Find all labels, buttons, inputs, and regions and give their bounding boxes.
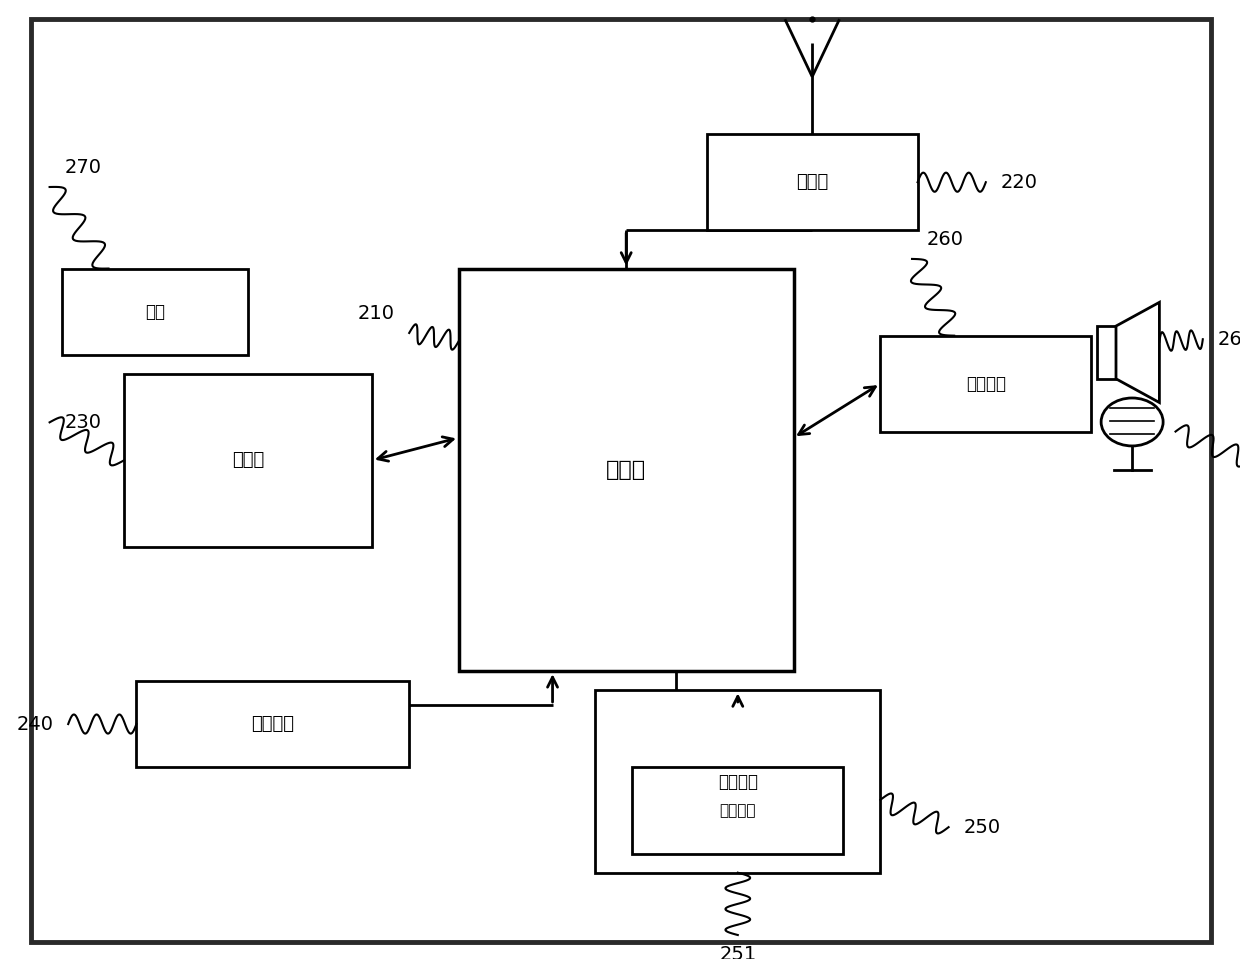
Bar [595,690,880,873]
Text: 220: 220 [1001,173,1038,192]
Text: 处理器: 处理器 [606,460,646,480]
Text: 显示面板: 显示面板 [719,803,756,818]
Text: 显示单元: 显示单元 [718,773,758,790]
Text: 250: 250 [963,818,1001,836]
Text: 音频电路: 音频电路 [966,375,1006,392]
Text: 收发器: 收发器 [796,174,828,191]
Bar [1097,326,1116,379]
Text: 270: 270 [64,158,102,177]
Bar [880,336,1091,432]
Text: 电源: 电源 [145,303,165,320]
Text: 输入单元: 输入单元 [252,715,294,733]
Bar [62,269,248,355]
Text: 230: 230 [64,412,102,432]
Text: 210: 210 [357,304,394,323]
Text: 260: 260 [926,230,963,249]
Text: 240: 240 [16,714,53,734]
Bar [707,134,918,230]
Text: 251: 251 [719,945,756,959]
Bar [136,681,409,767]
Bar [632,767,843,854]
Bar [459,269,794,671]
Bar [124,374,372,547]
Text: 261: 261 [1218,330,1240,349]
Polygon shape [1116,302,1159,403]
Text: 存储器: 存储器 [232,452,264,469]
